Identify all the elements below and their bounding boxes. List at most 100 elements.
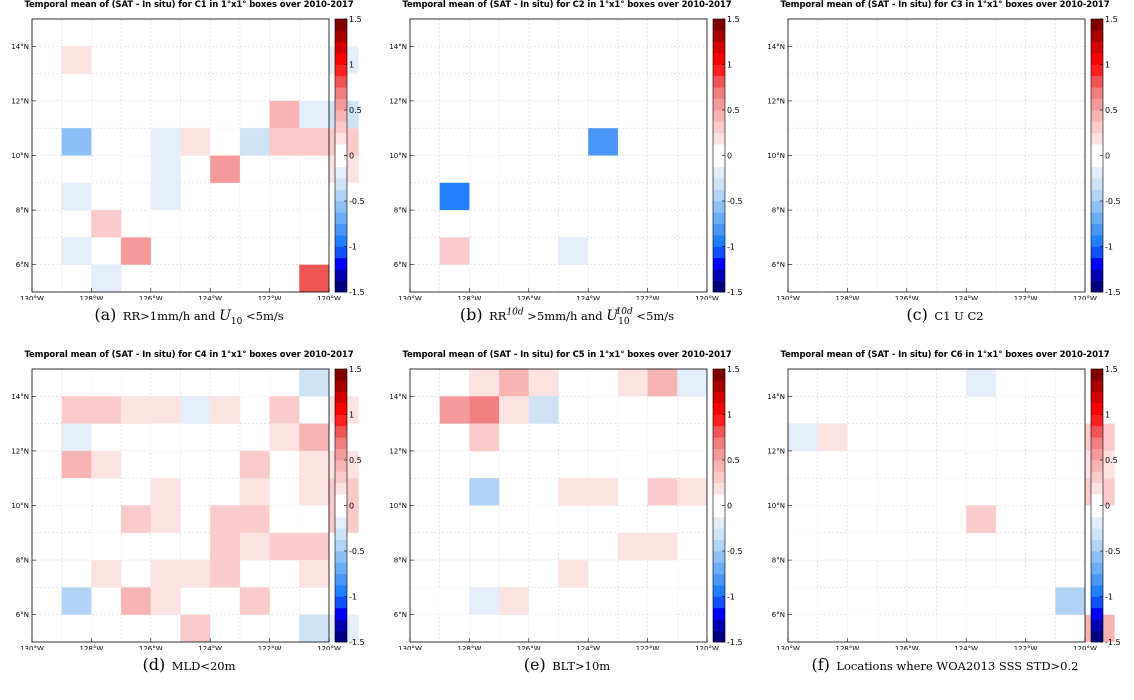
- colorbar-segment: [713, 212, 725, 225]
- colorbar-segment: [1091, 189, 1103, 202]
- colorbar-tick-label: 1: [1105, 411, 1110, 420]
- colorbar-tick-label: -1: [1105, 243, 1113, 252]
- colorbar-tick-label: 0.5: [727, 106, 740, 115]
- colorbar-segment: [335, 414, 347, 427]
- heatmap-cell: [847, 478, 878, 506]
- heatmap-cell: [299, 450, 329, 479]
- colorbar-segment: [713, 246, 725, 259]
- heatmap-cell: [469, 478, 500, 506]
- colorbar-segment: [1091, 380, 1103, 393]
- colorbar-segment: [335, 369, 347, 381]
- chart-title: Temporal mean of (SAT - In situ) for C2 …: [402, 0, 732, 10]
- heatmap-cell: [617, 369, 648, 397]
- colorbar-segment: [1091, 19, 1103, 31]
- colorbar-tick-label: -0.5: [1105, 197, 1121, 206]
- heatmap-cell: [150, 155, 181, 183]
- y-tick-label: 12°N: [767, 97, 785, 105]
- y-tick-label: 10°N: [767, 152, 785, 160]
- heatmap-cell: [299, 505, 329, 533]
- colorbar-tick-label: -1: [1105, 593, 1113, 602]
- colorbar-segment: [335, 403, 347, 415]
- chart-title: Temporal mean of (SAT - In situ) for C1 …: [24, 0, 354, 10]
- x-tick-label: 128°W: [80, 295, 104, 300]
- colorbar-segment: [335, 585, 347, 597]
- colorbar-segment: [1091, 144, 1103, 156]
- colorbar-tick-label: 1: [349, 411, 354, 420]
- x-tick-label: 122°W: [258, 295, 282, 300]
- x-tick-label: 120°W: [1073, 295, 1097, 300]
- colorbar-segment: [335, 596, 347, 609]
- heatmap-cell: [439, 182, 470, 211]
- colorbar-segment: [1091, 98, 1103, 111]
- colorbar-segment: [335, 482, 347, 495]
- heatmap-cell: [1055, 369, 1085, 397]
- colorbar-segment: [335, 178, 347, 190]
- colorbar-segment: [335, 189, 347, 202]
- heatmap-cell: [180, 560, 211, 588]
- colorbar-segment: [713, 585, 725, 597]
- heatmap-cell: [150, 182, 181, 211]
- colorbar-segment: [713, 121, 725, 134]
- x-tick-label: 126°W: [517, 295, 541, 300]
- colorbar-segment: [713, 53, 725, 65]
- colorbar-segment: [713, 380, 725, 393]
- colorbar-segment: [335, 380, 347, 393]
- colorbar-segment: [1091, 539, 1103, 552]
- colorbar-tick-label: -0.5: [727, 547, 743, 556]
- heatmap-cell: [469, 396, 500, 424]
- colorbar-segment: [335, 448, 347, 461]
- colorbar-tick-label: 0.5: [1105, 456, 1118, 465]
- heatmap-cell: [647, 532, 678, 561]
- colorbar-tick-label: -1.5: [727, 288, 743, 297]
- y-tick-label: 6°N: [772, 611, 785, 619]
- colorbar-segment: [713, 539, 725, 552]
- x-tick-label: 122°W: [636, 295, 660, 300]
- y-tick-label: 12°N: [11, 97, 29, 105]
- x-tick-label: 122°W: [258, 645, 282, 650]
- caption-text: MLD<20m: [171, 659, 236, 673]
- colorbar-segment: [335, 212, 347, 225]
- y-tick-label: 10°N: [11, 502, 29, 510]
- heatmap-cell: [499, 264, 529, 292]
- colorbar-segment: [1091, 41, 1103, 54]
- colorbar-segment: [1091, 212, 1103, 225]
- heatmap-cell: [936, 614, 967, 642]
- colorbar-tick-label: 0: [1105, 152, 1110, 161]
- colorbar-tick-label: 1: [727, 61, 732, 70]
- colorbar-segment: [1091, 30, 1103, 43]
- heatmap-cell: [91, 560, 122, 588]
- heatmap-cell: [617, 532, 648, 561]
- heatmap-cell: [299, 210, 329, 238]
- colorbar-segment: [335, 562, 347, 575]
- caption-label: (a): [94, 305, 117, 324]
- y-tick-label: 12°N: [767, 447, 785, 455]
- colorbar-segment: [713, 437, 725, 449]
- colorbar-segment: [713, 528, 725, 540]
- heatmap-d: 130°W 128°W 126°W 124°W 122°W 120°W14°N12°N10…: [11, 365, 364, 650]
- colorbar-segment: [335, 223, 347, 236]
- colorbar-segment: [713, 391, 725, 404]
- colorbar-tick-label: 0: [1105, 502, 1110, 511]
- heatmap-cell: [410, 587, 440, 615]
- x-tick-label: 120°W: [695, 295, 719, 300]
- colorbar-segment: [335, 166, 347, 179]
- heatmap-cell: [210, 128, 240, 156]
- caption-text: C1 U C2: [934, 309, 984, 323]
- colorbar-segment: [335, 201, 347, 213]
- heatmap-cell: [788, 532, 818, 561]
- heatmap-cell: [239, 450, 270, 479]
- heatmap-cell: [469, 155, 500, 183]
- colorbar-segment: [713, 460, 725, 472]
- y-tick-label: 8°N: [394, 207, 407, 215]
- colorbar-segment: [1091, 178, 1103, 190]
- heatmap-cell: [210, 396, 240, 424]
- heatmap-cell: [210, 155, 240, 183]
- chart-title: Temporal mean of (SAT - In situ) for C4 …: [24, 350, 354, 360]
- heatmap-cell: [150, 396, 181, 424]
- x-tick-label: 126°W: [895, 645, 919, 650]
- colorbar-segment: [713, 223, 725, 236]
- caption-label: (c): [906, 305, 928, 324]
- colorbar-tick-label: 1.5: [349, 365, 362, 374]
- heatmap-cell: [239, 478, 270, 506]
- caption-e: (e) BLT>10m: [378, 655, 756, 674]
